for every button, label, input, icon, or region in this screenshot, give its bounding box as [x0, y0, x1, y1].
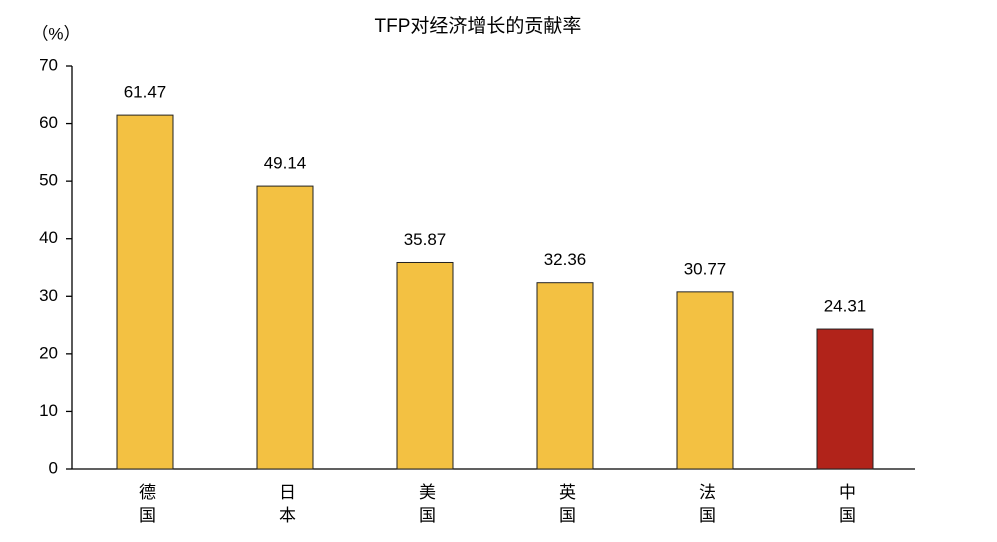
bar	[256, 185, 314, 470]
bar	[116, 114, 174, 470]
y-tick-label: 70	[39, 55, 58, 74]
data-label: 32.36	[544, 250, 587, 269]
y-tick-label: 30	[39, 286, 58, 305]
y-tick-label: 40	[39, 228, 58, 247]
y-tick-label: 60	[39, 113, 58, 132]
y-tick-label: 0	[49, 458, 58, 477]
bar	[676, 291, 734, 470]
x-tick-label: 中国	[835, 483, 855, 529]
x-tick-label: 美国	[415, 483, 436, 529]
y-tick-label: 10	[39, 401, 58, 420]
data-label: 24.31	[824, 297, 867, 316]
data-label: 30.77	[684, 259, 727, 278]
x-tick-label: 日本	[275, 483, 296, 529]
bar	[396, 261, 454, 470]
x-tick-label: 德国	[135, 483, 156, 529]
chart-title: TFP对经济增长的贡献率	[375, 15, 582, 37]
x-tick-label: 英国	[555, 483, 576, 529]
bar	[536, 282, 594, 470]
data-label: 61.47	[124, 83, 167, 102]
data-label: 49.14	[264, 154, 307, 173]
y-tick-label: 20	[39, 343, 58, 362]
data-label: 35.87	[404, 230, 447, 249]
y-tick-label: 50	[39, 171, 58, 190]
x-tick-label: 法国	[695, 483, 716, 529]
y-axis-label: （%）	[31, 24, 80, 43]
bar	[816, 328, 874, 470]
